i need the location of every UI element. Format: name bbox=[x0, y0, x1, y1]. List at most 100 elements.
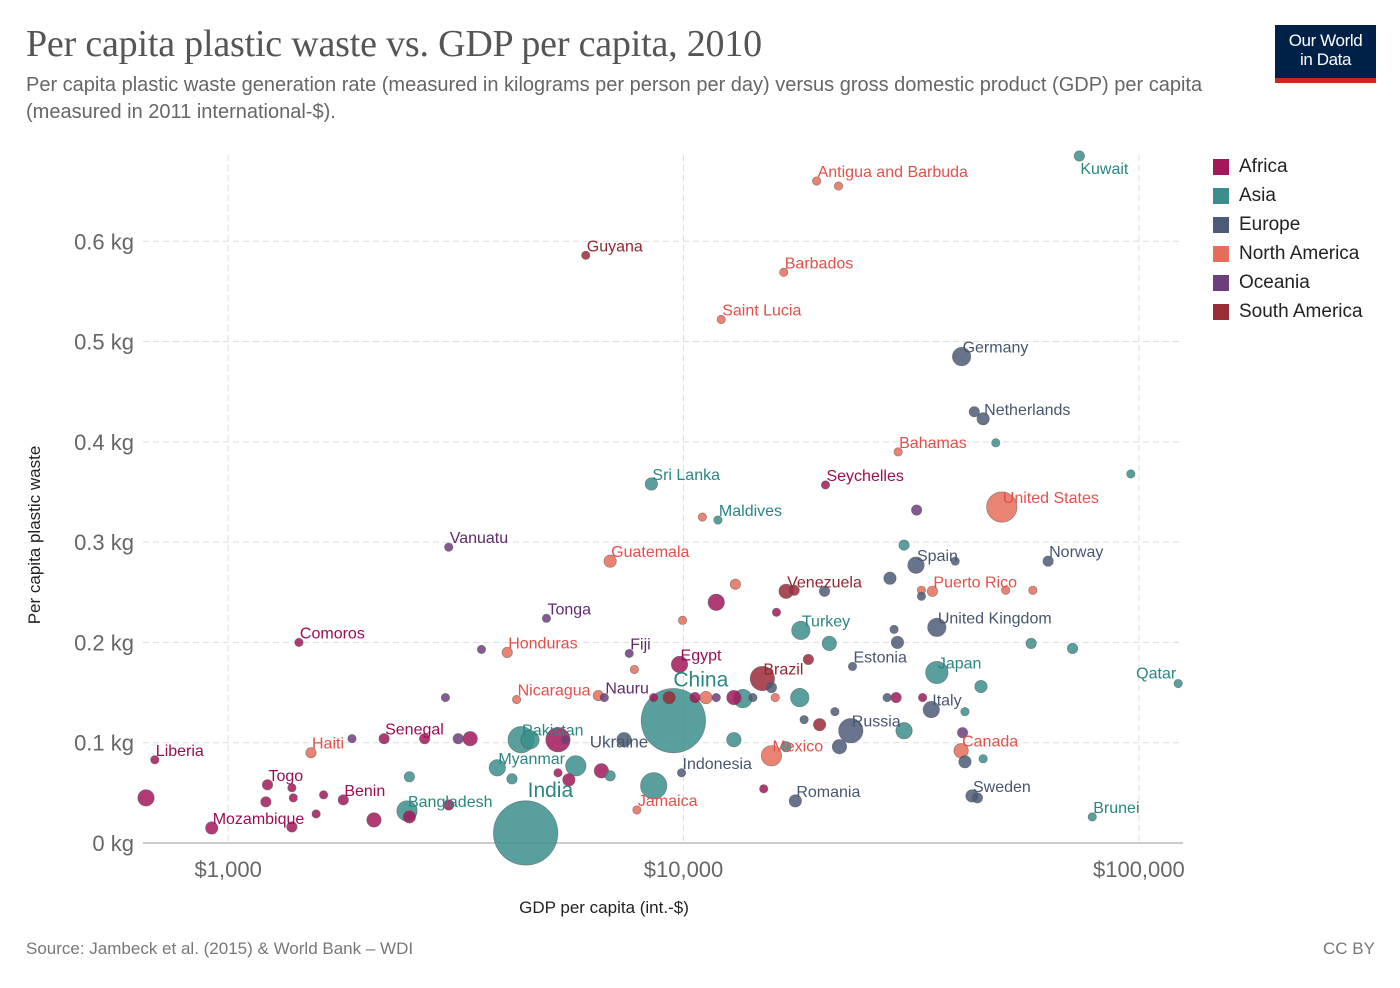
data-point[interactable] bbox=[402, 810, 416, 824]
legend-item-south-america[interactable]: South America bbox=[1213, 297, 1363, 326]
data-point[interactable] bbox=[818, 585, 831, 597]
data-point[interactable] bbox=[520, 730, 540, 750]
data-point[interactable] bbox=[506, 773, 518, 785]
data-point-china[interactable] bbox=[640, 688, 706, 754]
data-point-seychelles[interactable] bbox=[820, 480, 831, 490]
data-point[interactable] bbox=[882, 693, 892, 703]
data-point-spain[interactable] bbox=[907, 556, 925, 574]
data-point[interactable] bbox=[780, 741, 792, 753]
data-point[interactable] bbox=[697, 512, 707, 522]
data-point-benin[interactable] bbox=[337, 794, 349, 806]
data-point[interactable] bbox=[958, 755, 972, 769]
data-point-comoros[interactable] bbox=[294, 637, 304, 647]
data-point-mexico[interactable] bbox=[760, 745, 783, 767]
data-point[interactable] bbox=[802, 653, 814, 666]
data-point[interactable] bbox=[726, 690, 742, 706]
data-point-togo[interactable] bbox=[261, 779, 274, 791]
data-point[interactable] bbox=[957, 727, 969, 739]
data-point[interactable] bbox=[311, 809, 321, 819]
data-point[interactable] bbox=[790, 688, 810, 708]
data-point[interactable] bbox=[711, 693, 721, 703]
legend-item-north-america[interactable]: North America bbox=[1213, 239, 1363, 268]
data-point[interactable] bbox=[831, 739, 848, 755]
data-point[interactable] bbox=[319, 790, 329, 800]
data-point-liberia[interactable] bbox=[150, 755, 160, 765]
data-point[interactable] bbox=[890, 635, 905, 649]
data-point[interactable] bbox=[1126, 469, 1136, 479]
data-point-barbados[interactable] bbox=[779, 267, 789, 277]
data-point-japan[interactable] bbox=[925, 660, 949, 685]
data-point[interactable] bbox=[971, 792, 983, 804]
data-point[interactable] bbox=[889, 624, 899, 634]
data-point-norway[interactable] bbox=[1042, 555, 1054, 567]
data-point[interactable] bbox=[649, 693, 659, 703]
data-point[interactable] bbox=[1025, 637, 1037, 649]
data-point-saint-lucia[interactable] bbox=[716, 314, 726, 325]
data-point[interactable] bbox=[604, 770, 616, 782]
data-point-estonia[interactable] bbox=[847, 661, 858, 672]
license-link[interactable]: CC BY bbox=[1323, 939, 1375, 958]
data-point-united-states[interactable] bbox=[986, 491, 1018, 523]
data-point[interactable] bbox=[545, 727, 571, 753]
data-point-india[interactable] bbox=[493, 800, 559, 866]
data-point[interactable] bbox=[799, 715, 809, 725]
data-point-qatar[interactable] bbox=[1173, 678, 1183, 689]
data-point[interactable] bbox=[759, 784, 769, 794]
data-point[interactable] bbox=[553, 768, 563, 778]
data-point[interactable] bbox=[137, 789, 155, 807]
data-point[interactable] bbox=[978, 754, 988, 764]
data-point-antigua-and-barbuda[interactable] bbox=[812, 176, 822, 186]
data-point-ukraine[interactable] bbox=[616, 732, 632, 748]
data-point[interactable] bbox=[771, 607, 782, 617]
data-point[interactable] bbox=[677, 615, 688, 625]
data-point[interactable] bbox=[707, 593, 725, 611]
data-point[interactable] bbox=[640, 772, 668, 800]
data-point-maldives[interactable] bbox=[713, 515, 723, 525]
data-point[interactable] bbox=[748, 693, 758, 703]
data-point[interactable] bbox=[833, 181, 844, 191]
data-point[interactable] bbox=[974, 679, 988, 694]
data-point-senegal[interactable] bbox=[378, 733, 390, 745]
data-point[interactable] bbox=[968, 406, 980, 418]
data-point[interactable] bbox=[765, 681, 778, 694]
data-point-brunei[interactable] bbox=[1087, 812, 1097, 822]
data-point[interactable] bbox=[911, 504, 923, 516]
data-point[interactable] bbox=[788, 584, 800, 596]
data-point-jamaica[interactable] bbox=[632, 805, 642, 815]
data-point[interactable] bbox=[821, 635, 837, 651]
data-point[interactable] bbox=[288, 793, 298, 803]
data-point[interactable] bbox=[1001, 585, 1011, 595]
data-point[interactable] bbox=[770, 693, 780, 703]
data-point[interactable] bbox=[890, 692, 902, 704]
data-point[interactable] bbox=[403, 771, 415, 783]
data-point[interactable] bbox=[286, 821, 298, 833]
data-point-fiji[interactable] bbox=[624, 648, 634, 658]
data-point[interactable] bbox=[883, 571, 897, 585]
data-point-netherlands[interactable] bbox=[976, 412, 990, 426]
data-point-romania[interactable] bbox=[788, 794, 802, 808]
data-point[interactable] bbox=[440, 693, 450, 703]
data-point[interactable] bbox=[830, 707, 840, 717]
data-point-italy[interactable] bbox=[922, 701, 940, 719]
data-point-nauru[interactable] bbox=[599, 693, 609, 703]
data-point[interactable] bbox=[366, 812, 382, 828]
data-point-egypt[interactable] bbox=[670, 655, 689, 674]
data-point[interactable] bbox=[1028, 585, 1038, 595]
legend-item-asia[interactable]: Asia bbox=[1213, 181, 1363, 210]
data-point-germany[interactable] bbox=[952, 347, 972, 367]
data-point[interactable] bbox=[699, 691, 713, 705]
data-point-tonga[interactable] bbox=[541, 613, 552, 623]
data-point[interactable] bbox=[565, 755, 587, 777]
data-point[interactable] bbox=[562, 773, 576, 787]
data-point-russia[interactable] bbox=[838, 718, 864, 744]
data-point[interactable] bbox=[726, 732, 742, 748]
data-point-united-kingdom[interactable] bbox=[927, 617, 947, 637]
data-point[interactable] bbox=[895, 722, 913, 740]
data-point[interactable] bbox=[287, 783, 297, 793]
data-point-indonesia[interactable] bbox=[676, 768, 687, 778]
data-point[interactable] bbox=[629, 664, 639, 675]
data-point-haiti[interactable] bbox=[305, 747, 317, 759]
data-point-guatemala[interactable] bbox=[603, 554, 617, 568]
data-point-vanuatu[interactable] bbox=[444, 542, 454, 552]
data-point[interactable] bbox=[991, 438, 1001, 448]
